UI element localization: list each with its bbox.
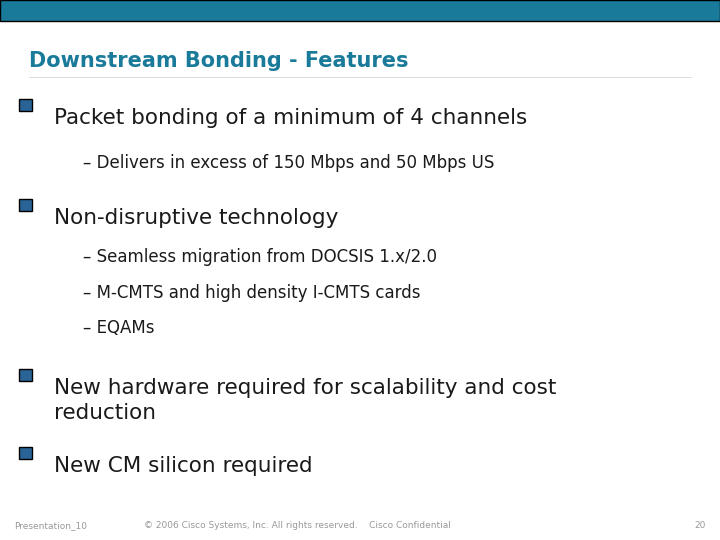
Text: – Delivers in excess of 150 Mbps and 50 Mbps US: – Delivers in excess of 150 Mbps and 50 … <box>83 154 494 172</box>
FancyBboxPatch shape <box>19 199 32 211</box>
Text: – EQAMs: – EQAMs <box>83 319 154 336</box>
FancyBboxPatch shape <box>19 447 32 459</box>
Text: – M-CMTS and high density I-CMTS cards: – M-CMTS and high density I-CMTS cards <box>83 284 420 301</box>
Text: Packet bonding of a minimum of 4 channels: Packet bonding of a minimum of 4 channel… <box>54 108 527 128</box>
Text: – Seamless migration from DOCSIS 1.x/2.0: – Seamless migration from DOCSIS 1.x/2.0 <box>83 248 437 266</box>
Text: New hardware required for scalability and cost
reduction: New hardware required for scalability an… <box>54 378 557 423</box>
Text: New CM silicon required: New CM silicon required <box>54 456 312 476</box>
Text: 20: 20 <box>695 521 706 530</box>
FancyBboxPatch shape <box>19 99 32 111</box>
FancyBboxPatch shape <box>19 369 32 381</box>
Text: Non-disruptive technology: Non-disruptive technology <box>54 208 338 228</box>
Text: © 2006 Cisco Systems, Inc. All rights reserved.    Cisco Confidential: © 2006 Cisco Systems, Inc. All rights re… <box>144 521 451 530</box>
FancyBboxPatch shape <box>0 0 720 21</box>
Text: Downstream Bonding - Features: Downstream Bonding - Features <box>29 51 408 71</box>
Text: Presentation_10: Presentation_10 <box>14 521 87 530</box>
